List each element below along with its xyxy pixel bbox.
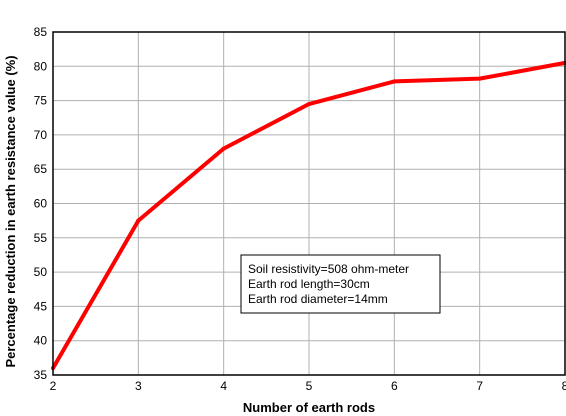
- y-tick-label-75: 75: [34, 94, 48, 108]
- x-tick-label-3: 3: [135, 379, 142, 393]
- x-tick-label-7: 7: [476, 379, 483, 393]
- grid-lines: [52, 31, 566, 376]
- y-tick-label-50: 50: [34, 265, 48, 279]
- annotation-line-rod-diameter: Earth rod diameter=14mm: [248, 292, 388, 306]
- annotation-box: Soil resistivity=508 ohm-meter Earth rod…: [240, 254, 441, 314]
- y-axis-title: Percentage reduction in earth resistance…: [3, 55, 18, 367]
- x-axis-title: Number of earth rods: [243, 400, 375, 415]
- data-point-x5: [307, 102, 311, 107]
- x-tick-label-2: 2: [50, 379, 57, 393]
- annotation-frame: [240, 254, 441, 314]
- x-tick-label-4: 4: [220, 379, 227, 393]
- x-tick-labels: 2 3 4 5 6 7 8: [50, 379, 566, 393]
- data-point-x6: [392, 79, 397, 84]
- annotation-line-soil-resistivity: Soil resistivity=508 ohm-meter: [248, 262, 409, 276]
- x-tick-label-5: 5: [306, 379, 313, 393]
- data-point-x3: [136, 218, 141, 223]
- y-tick-label-55: 55: [34, 231, 48, 245]
- y-tick-label-80: 80: [34, 59, 48, 73]
- plot-area-frame: [52, 31, 566, 376]
- data-point-x4: [221, 146, 226, 151]
- y-tick-labels: 35 40 45 50 55 60 65 70 75 80 85: [34, 25, 48, 382]
- x-tick-label-8: 8: [562, 379, 566, 393]
- y-tick-label-35: 35: [34, 368, 48, 382]
- annotation-line-rod-length: Earth rod length=30cm: [248, 277, 370, 291]
- y-tick-label-70: 70: [34, 128, 48, 142]
- x-tick-label-6: 6: [391, 379, 398, 393]
- y-tick-label-85: 85: [34, 25, 48, 39]
- data-point-x7: [477, 76, 482, 81]
- y-tick-label-60: 60: [34, 197, 48, 211]
- y-tick-label-65: 65: [34, 162, 48, 176]
- y-tick-label-40: 40: [34, 334, 48, 348]
- y-tick-label-45: 45: [34, 299, 48, 313]
